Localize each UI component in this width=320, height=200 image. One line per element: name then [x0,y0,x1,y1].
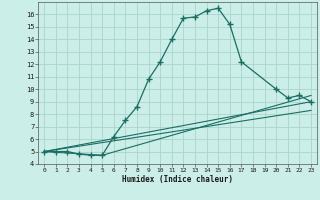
X-axis label: Humidex (Indice chaleur): Humidex (Indice chaleur) [122,175,233,184]
